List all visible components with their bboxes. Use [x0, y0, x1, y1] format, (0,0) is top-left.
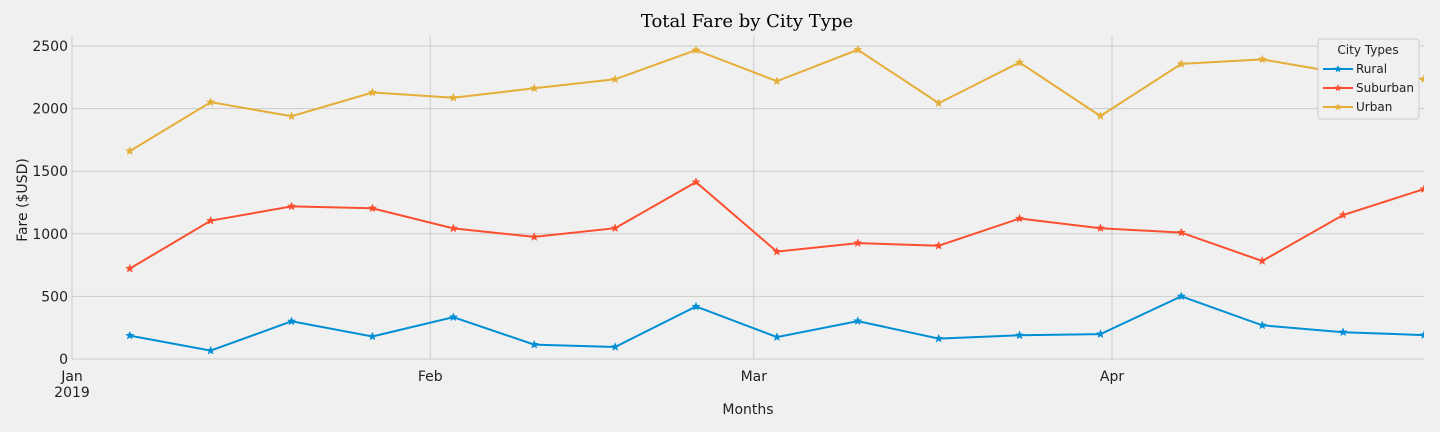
data-point-rural: [206, 345, 216, 355]
legend-marker-urban: [1334, 103, 1342, 111]
data-point-rural: [1176, 291, 1186, 301]
data-point-suburban: [1338, 210, 1348, 219]
data-point-urban: [1176, 59, 1186, 68]
data-point-suburban: [1014, 213, 1025, 223]
y-tick-label: 1000: [32, 227, 68, 243]
data-point-urban: [367, 87, 378, 97]
legend-label-urban: Urban: [1356, 100, 1392, 114]
series-rural: [125, 291, 1424, 355]
y-tick-label: 2000: [32, 102, 68, 118]
data-point-suburban: [1419, 184, 1424, 194]
legend-marker-rural: [1334, 65, 1342, 73]
legend-marker-suburban: [1334, 84, 1342, 92]
data-point-urban: [448, 92, 458, 102]
data-point-suburban: [1095, 223, 1106, 233]
y-tick-label: 1500: [32, 164, 68, 180]
plot-area: [72, 36, 1424, 359]
data-point-rural: [1257, 320, 1267, 330]
y-tick-label: 500: [41, 289, 68, 305]
data-point-urban: [1257, 54, 1267, 64]
data-point-urban: [610, 74, 620, 84]
x-tick-sublabel: 2019: [54, 385, 90, 401]
data-point-rural: [772, 332, 782, 342]
data-point-suburban: [529, 232, 539, 241]
data-point-suburban: [367, 203, 378, 213]
data-point-urban: [125, 146, 135, 156]
data-point-urban: [691, 45, 701, 55]
y-axis-label: Fare ($USD): [15, 158, 31, 242]
data-point-urban: [934, 98, 944, 108]
data-point-rural: [1014, 330, 1025, 340]
data-point-suburban: [934, 240, 944, 250]
data-point-suburban: [448, 223, 458, 233]
data-point-rural: [448, 312, 458, 322]
legend-item-suburban: Suburban: [1323, 81, 1414, 95]
data-point-suburban: [1176, 227, 1186, 237]
data-point-urban: [1419, 74, 1424, 84]
data-point-suburban: [691, 177, 701, 187]
x-tick-label: Apr: [1100, 369, 1124, 385]
data-point-urban: [853, 44, 863, 54]
x-tick-label: Jan: [60, 369, 83, 385]
data-point-rural: [934, 333, 944, 343]
legend-label-rural: Rural: [1356, 62, 1387, 76]
data-point-rural: [1419, 330, 1424, 340]
series-suburban: [125, 177, 1424, 273]
data-point-urban: [1095, 111, 1106, 120]
legend: City Types Rural Suburban Urban: [1317, 38, 1420, 120]
gridlines: [71, 36, 1424, 360]
data-point-urban: [286, 111, 297, 121]
y-tick-label: 2500: [32, 39, 68, 55]
legend-item-rural: Rural: [1323, 62, 1387, 76]
data-point-rural: [853, 316, 863, 326]
data-point-suburban: [286, 201, 297, 211]
data-point-rural: [125, 330, 135, 340]
data-point-rural: [529, 339, 539, 349]
legend-label-suburban: Suburban: [1356, 81, 1414, 95]
x-tick-label: Feb: [418, 369, 443, 385]
data-point-rural: [1095, 329, 1106, 339]
legend-box: [1317, 38, 1420, 120]
data-point-rural: [1338, 327, 1348, 337]
data-point-urban: [206, 97, 216, 107]
y-tick-label: 0: [59, 352, 68, 368]
data-point-rural: [286, 316, 297, 326]
legend-title: City Types: [1337, 43, 1398, 57]
data-point-rural: [610, 342, 620, 351]
data-point-rural: [367, 331, 378, 341]
data-point-suburban: [610, 223, 620, 233]
data-point-suburban: [125, 263, 135, 273]
data-point-urban: [772, 76, 782, 86]
series-lines: [125, 44, 1424, 355]
data-point-suburban: [853, 238, 863, 248]
series-urban: [125, 44, 1424, 156]
data-point-rural: [691, 301, 701, 311]
data-point-suburban: [206, 215, 216, 225]
data-point-suburban: [1257, 256, 1267, 265]
legend-item-urban: Urban: [1323, 100, 1392, 114]
chart-title: Total Fare by City Type: [641, 11, 853, 32]
data-point-suburban: [772, 246, 782, 256]
x-tick-label: Mar: [741, 369, 768, 385]
data-point-urban: [1014, 57, 1025, 67]
x-axis-label: Months: [722, 402, 773, 418]
data-point-urban: [529, 83, 539, 93]
